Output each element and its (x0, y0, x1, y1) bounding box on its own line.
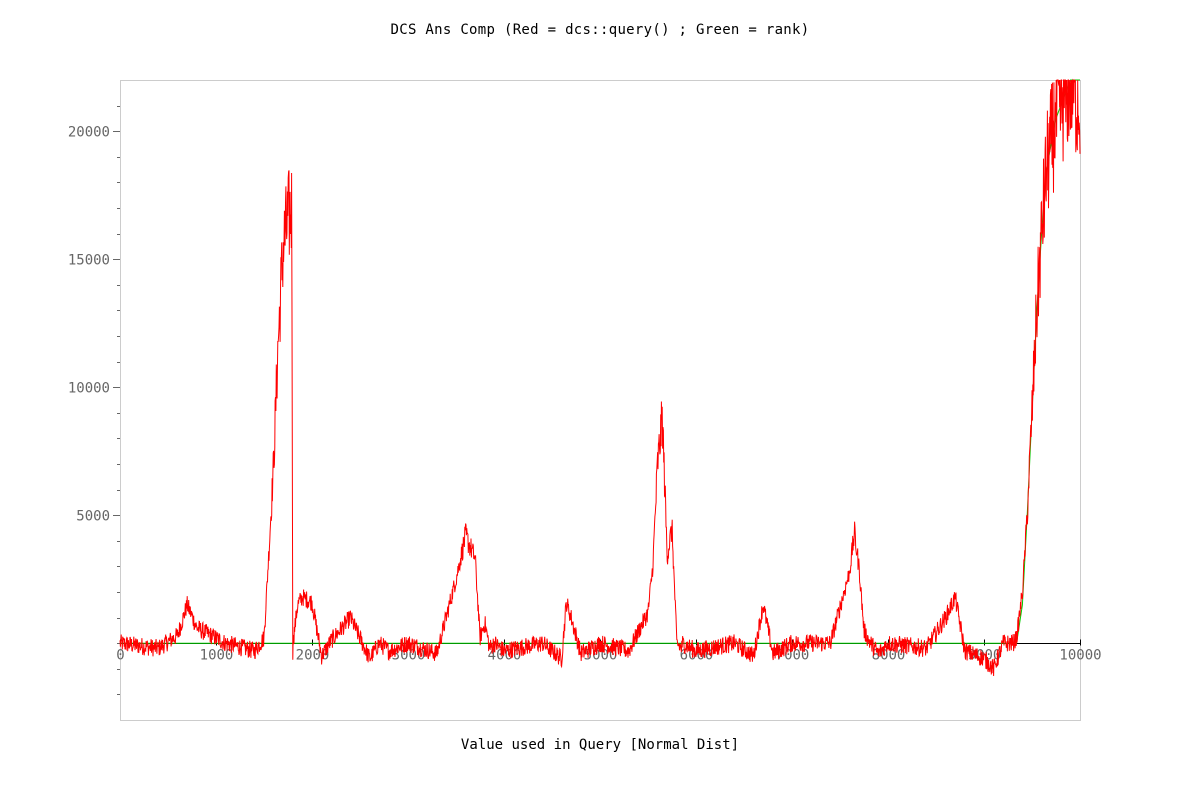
x-tick-label: 3000 (392, 648, 426, 664)
x-tick-label: 10000 (1059, 648, 1101, 664)
x-tick-label: 1000 (200, 648, 234, 664)
series-green-rank-line (120, 79, 1080, 644)
y-tick-label: 10000 (68, 381, 110, 397)
series-group (119, 78, 1081, 677)
y-tick-label: 15000 (68, 253, 110, 269)
series-red-query-line (119, 78, 1081, 677)
y-axis: 5000 10000 15000 20000 (68, 80, 121, 720)
x-tick-label: 0 (116, 648, 124, 664)
y-tick-label: 20000 (68, 125, 110, 141)
plot-frame (120, 80, 1081, 721)
chart-title: DCS Ans Comp (Red = dcs::query() ; Green… (390, 22, 810, 38)
y-tick-label: 5000 (76, 509, 110, 525)
x-axis-label: Value used in Query [Normal Dist] (460, 737, 740, 753)
